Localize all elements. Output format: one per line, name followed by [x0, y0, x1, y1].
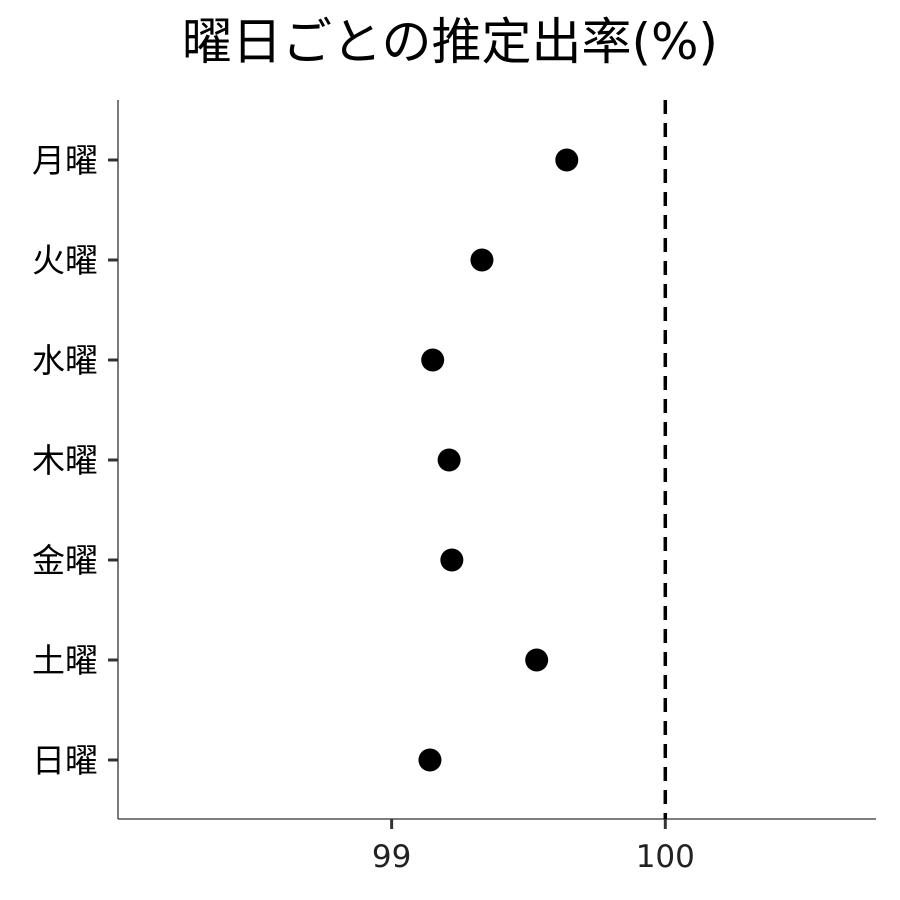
axes [117, 100, 876, 820]
y-tick-label: 土曜 [32, 641, 98, 680]
data-point [437, 448, 461, 472]
y-tick-label: 日曜 [32, 741, 98, 780]
data-point [440, 548, 464, 572]
data-point [421, 348, 445, 372]
data-point [470, 248, 494, 272]
y-tick-label: 水曜 [32, 341, 98, 380]
y-tick-label: 月曜 [32, 141, 98, 180]
x-tick-label: 100 [636, 839, 695, 875]
data-points [418, 148, 579, 772]
y-tick-label: 木曜 [32, 441, 98, 480]
chart-title: 曜日ごとの推定出率(%) [181, 13, 719, 71]
data-point [555, 148, 579, 172]
y-tick-label: 火曜 [32, 241, 98, 280]
data-point [525, 648, 549, 672]
y-tick-label: 金曜 [32, 541, 98, 580]
x-tick-label: 99 [372, 839, 411, 875]
data-point [418, 748, 442, 772]
